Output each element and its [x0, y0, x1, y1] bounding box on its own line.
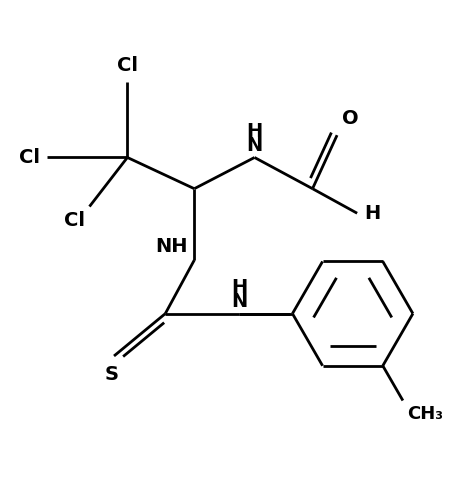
Text: S: S — [105, 365, 118, 384]
Text: Cl: Cl — [117, 56, 138, 75]
Text: N: N — [230, 292, 246, 312]
Text: Cl: Cl — [19, 148, 40, 167]
Text: O: O — [341, 109, 358, 129]
Text: N: N — [246, 136, 262, 155]
Text: H: H — [363, 204, 379, 223]
Text: Cl: Cl — [64, 211, 85, 230]
Text: H: H — [246, 121, 262, 141]
Text: NH: NH — [155, 237, 187, 256]
Text: CH₃: CH₃ — [406, 405, 442, 423]
Text: H: H — [230, 277, 246, 297]
